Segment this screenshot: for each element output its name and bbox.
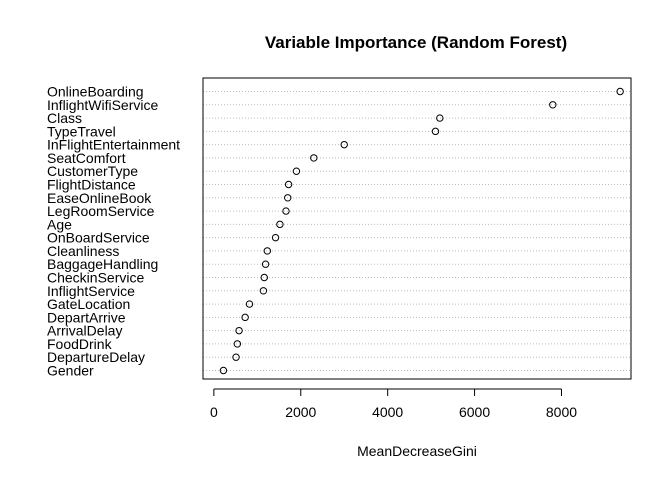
x-axis: 0 2000 4000 6000 8000: [210, 388, 577, 420]
category-label: FoodDrink: [47, 336, 113, 352]
category-label: OnlineBoarding: [47, 84, 144, 100]
data-point: [436, 114, 444, 122]
data-point: [284, 194, 292, 202]
category-label: Gender: [47, 363, 94, 379]
data-point: [271, 233, 280, 242]
data-point: [549, 101, 557, 109]
data-point: [261, 260, 270, 268]
category-label: OnBoardService: [47, 230, 150, 246]
category-label: InflightService: [47, 283, 135, 299]
x-tick-label: 8000: [546, 404, 577, 420]
category-labels: OnlineBoardingInflightWifiServiceClassTy…: [47, 84, 180, 379]
category-label: ArrivalDelay: [47, 323, 122, 339]
data-point: [245, 300, 254, 308]
category-label: Age: [47, 216, 72, 232]
data-point: [310, 154, 318, 162]
category-label: EaseOnlineBook: [47, 190, 152, 206]
category-label: Class: [47, 110, 82, 126]
data-point: [259, 287, 268, 295]
data-point: [282, 207, 290, 215]
chart-title: Variable Importance (Random Forest): [265, 33, 567, 52]
category-label: InflightWifiService: [47, 97, 158, 113]
data-point: [241, 313, 249, 322]
data-points: [219, 87, 624, 375]
data-point: [284, 180, 293, 189]
x-tick-label: 0: [210, 404, 218, 420]
data-point: [263, 247, 272, 255]
x-tick-label: 4000: [372, 404, 403, 420]
data-point: [276, 220, 284, 229]
category-label: DepartureDelay: [47, 349, 145, 365]
x-tick-label: 6000: [459, 404, 490, 420]
category-label: CustomerType: [47, 163, 138, 179]
x-axis-label: MeanDecreaseGini: [357, 443, 477, 459]
data-point: [292, 167, 301, 175]
data-point: [431, 127, 440, 136]
category-label: CheckinService: [47, 270, 144, 286]
category-label: LegRoomService: [47, 203, 155, 219]
data-point: [616, 87, 624, 96]
x-tick-label: 2000: [285, 404, 316, 420]
data-point: [219, 366, 228, 375]
data-point: [340, 140, 348, 149]
category-label: DepartArrive: [47, 309, 126, 325]
category-label: BaggageHandling: [47, 256, 158, 272]
category-label: FlightDistance: [47, 177, 136, 193]
data-point: [235, 326, 243, 335]
data-point: [233, 340, 242, 348]
category-label: Cleanliness: [47, 243, 119, 259]
category-label: SeatComfort: [47, 150, 126, 166]
category-label: InFlightEntertainment: [47, 137, 180, 153]
data-point: [260, 273, 268, 282]
plot-box: [202, 77, 632, 380]
grid-lines: [203, 91, 631, 371]
category-label: TypeTravel: [47, 123, 116, 139]
data-point: [232, 353, 240, 361]
category-label: GateLocation: [47, 296, 130, 312]
